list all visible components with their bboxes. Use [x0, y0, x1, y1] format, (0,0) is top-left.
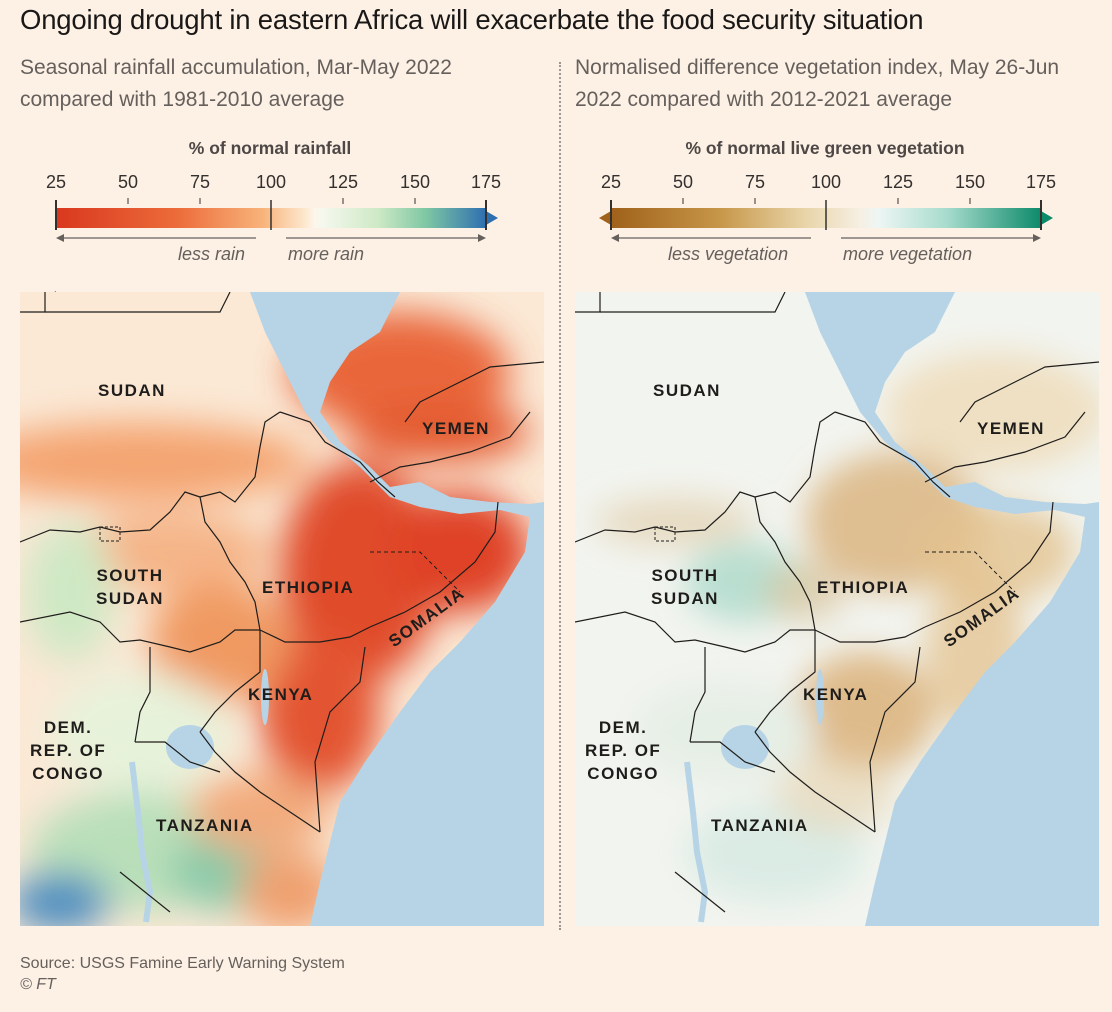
- vegetation-legend-title: % of normal live green vegetation: [685, 138, 965, 158]
- label-tanzania-veg: TANZANIA: [711, 816, 809, 835]
- rainfall-legend-title: % of normal rainfall: [188, 138, 352, 158]
- label-south-sudan: SOUTH SUDAN: [96, 566, 164, 608]
- label-ethiopia: ETHIOPIA: [262, 578, 355, 597]
- vegetation-tick-100: 100: [810, 172, 842, 192]
- rainfall-tick-75: 75: [189, 172, 211, 192]
- vegetation-tick-125: 125: [882, 172, 914, 192]
- rainfall-legend: % of normal rainfall 25 50 75 100 125 15…: [20, 132, 547, 305]
- label-sudan-veg: SUDAN: [653, 381, 721, 400]
- label-yemen-veg: YEMEN: [977, 419, 1045, 438]
- vegetation-subtitle: Normalised difference vegetation index, …: [575, 56, 1060, 111]
- rainfall-tick-50: 50: [117, 172, 139, 192]
- label-south-sudan-veg: SOUTH SUDAN: [651, 566, 719, 608]
- source-note: Source: USGS Famine Early Warning System: [20, 955, 345, 972]
- label-kenya: KENYA: [248, 685, 314, 704]
- rainfall-tick-150: 150: [399, 172, 431, 192]
- label-kenya-veg: KENYA: [803, 685, 869, 704]
- rainfall-panel: Seasonal rainfall accumulation, Mar-May …: [20, 52, 547, 932]
- panel-divider: [559, 62, 561, 930]
- vegetation-tick-50: 50: [672, 172, 694, 192]
- credit-note: © FT: [20, 976, 56, 993]
- label-drc-veg: DEM. REP. OF CONGO: [585, 718, 662, 783]
- vegetation-tick-25: 25: [600, 172, 622, 192]
- lake-victoria: [166, 725, 214, 769]
- vegetation-anomaly-layer: [595, 352, 1099, 902]
- vegetation-map: [575, 292, 1099, 926]
- vegetation-tick-150: 150: [954, 172, 986, 192]
- rainfall-tick-100: 100: [255, 172, 287, 192]
- label-tanzania: TANZANIA: [156, 816, 254, 835]
- rainfall-subtitle: Seasonal rainfall accumulation, Mar-May …: [20, 56, 452, 111]
- rainfall-less-note: less rain: [178, 244, 246, 264]
- vegetation-tick-75: 75: [744, 172, 766, 192]
- label-yemen: YEMEN: [422, 419, 490, 438]
- rainfall-tick-125: 125: [327, 172, 359, 192]
- vegetation-tick-175: 175: [1025, 172, 1057, 192]
- lake-turkana: [261, 669, 269, 725]
- rainfall-tick-25: 25: [45, 172, 67, 192]
- label-drc: DEM. REP. OF CONGO: [30, 718, 107, 783]
- chart-title: Ongoing drought in eastern Africa will e…: [20, 4, 924, 35]
- lake-tanganyika: [129, 761, 154, 923]
- sea: [250, 292, 544, 926]
- vegetation-panel: Normalised difference vegetation index, …: [575, 52, 1102, 932]
- vegetation-more-note: more vegetation: [843, 244, 973, 264]
- label-sudan: SUDAN: [98, 381, 166, 400]
- rainfall-map: [20, 292, 544, 926]
- label-ethiopia-veg: ETHIOPIA: [817, 578, 910, 597]
- vegetation-less-note: less vegetation: [668, 244, 789, 264]
- rainfall-tick-175: 175: [470, 172, 502, 192]
- vegetation-legend: % of normal live green vegetation 25 50 …: [575, 132, 1102, 272]
- vegetation-colorbar: [599, 198, 1053, 242]
- rainfall-colorbar: [44, 198, 498, 305]
- rainfall-more-note: more rain: [288, 244, 365, 264]
